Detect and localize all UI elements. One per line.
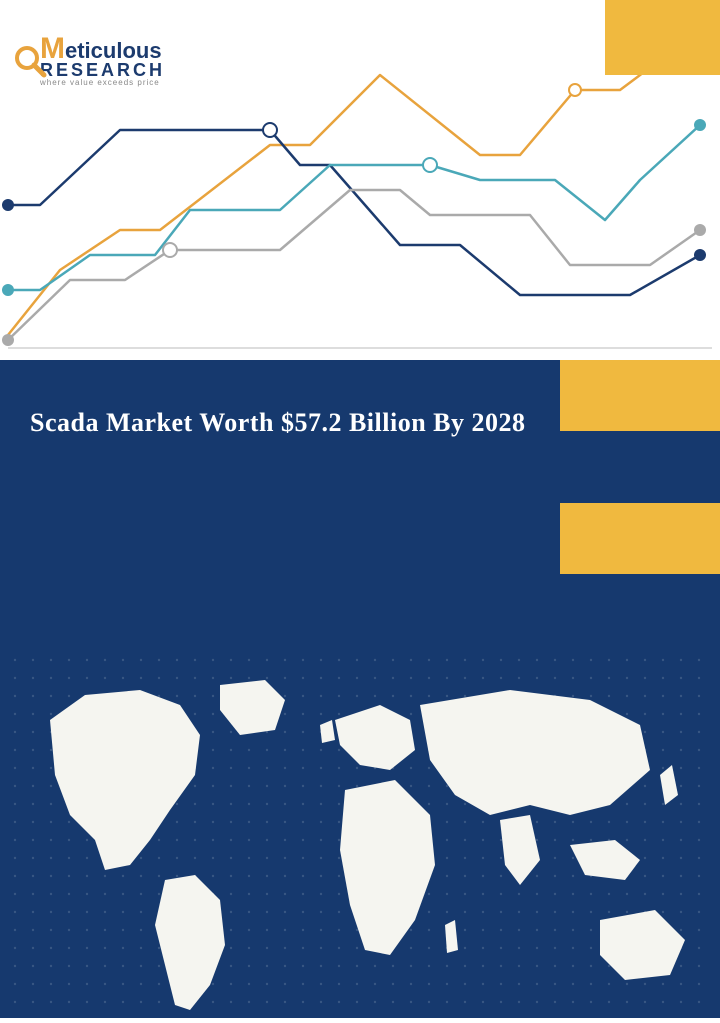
world-map: [0, 645, 720, 1018]
report-title: Scada Market Worth $57.2 Billion By 2028: [30, 400, 530, 447]
accent-cell: [560, 503, 720, 574]
accent-block: [605, 0, 720, 75]
logo-tagline: where value exceeds price: [40, 78, 240, 87]
accent-cell: [560, 360, 720, 431]
world-map-section: [0, 645, 720, 1018]
title-section: Scada Market Worth $57.2 Billion By 2028: [0, 360, 720, 645]
magnifier-icon: [12, 43, 48, 79]
accent-cell: [560, 431, 720, 502]
logo-text: Meticulous RESEARCH: [40, 35, 240, 78]
accent-grid: [560, 360, 720, 645]
accent-cell: [560, 574, 720, 645]
brand-logo: Meticulous RESEARCH where value exceeds …: [40, 35, 240, 95]
title-panel: Scada Market Worth $57.2 Billion By 2028: [0, 360, 560, 645]
chart-section: Meticulous RESEARCH where value exceeds …: [0, 0, 720, 360]
